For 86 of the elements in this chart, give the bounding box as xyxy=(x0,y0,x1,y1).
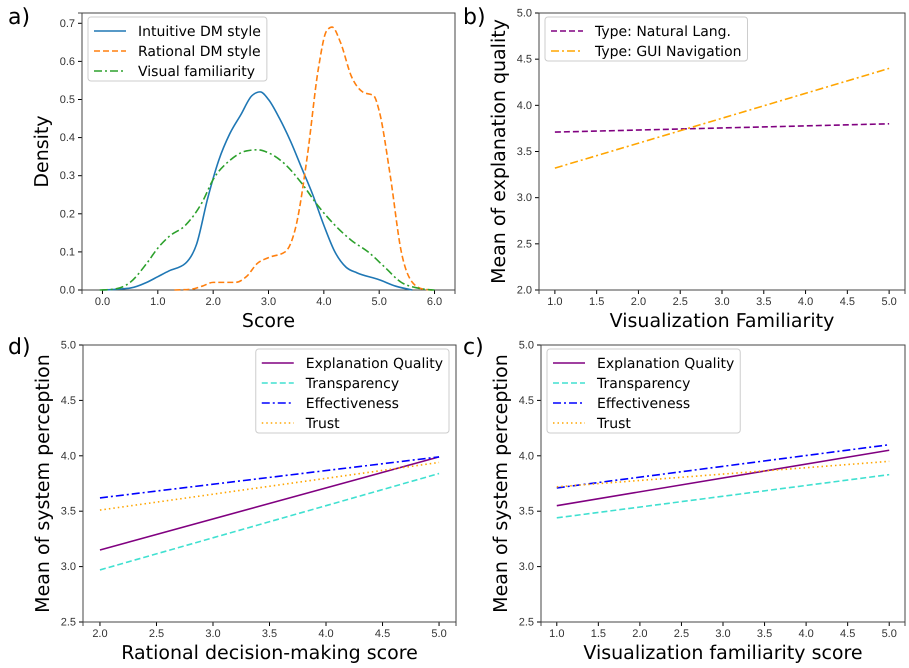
x-tick-label: 5.0 xyxy=(881,296,897,308)
x-tick-label: 2.5 xyxy=(148,628,164,640)
y-tick-label: 0.7 xyxy=(60,18,75,30)
chart-title: d) xyxy=(8,335,31,360)
y-tick-label: 4.5 xyxy=(60,394,76,407)
legend-label: Transparency xyxy=(596,376,690,392)
y-axis-title: Mean of system perception xyxy=(32,354,54,613)
y-tick-label: 2.5 xyxy=(60,616,76,629)
x-axis-title: Rational decision-making score xyxy=(121,642,418,664)
y-tick-label: 3.0 xyxy=(518,561,534,574)
y-tick-label: 3.0 xyxy=(60,561,76,574)
x-tick-label: 5.0 xyxy=(372,296,387,308)
y-tick-label: 2.5 xyxy=(518,616,534,629)
x-axis-title: Score xyxy=(242,310,296,332)
y-tick-label: 5.0 xyxy=(518,340,534,352)
x-tick-label: 0.0 xyxy=(94,296,110,308)
x-tick-label: 5.0 xyxy=(431,628,447,640)
x-tick-label: 1.5 xyxy=(590,628,606,640)
legend-label: Trust xyxy=(304,416,340,432)
legend-label: Effectiveness xyxy=(597,396,690,412)
y-tick-label: 2.0 xyxy=(516,284,532,297)
x-tick-label: 3.5 xyxy=(756,296,772,308)
chart-title: b) xyxy=(463,5,486,30)
x-tick-label: 2.5 xyxy=(674,628,690,640)
legend-label: Explanation Quality xyxy=(597,356,734,372)
x-tick-label: 6.0 xyxy=(426,296,442,308)
chart-title: c) xyxy=(463,335,484,360)
legend-label: Visual familiarity xyxy=(138,64,256,80)
y-tick-label: 4.5 xyxy=(516,54,532,66)
x-tick-label: 4.0 xyxy=(316,296,332,308)
y-tick-label: 3.5 xyxy=(60,506,76,518)
legend-label: Effectiveness xyxy=(306,396,399,412)
y-tick-label: 3.0 xyxy=(516,192,532,204)
x-tick-label: 4.5 xyxy=(840,296,855,308)
line-series xyxy=(102,91,414,291)
x-tick-label: 2.5 xyxy=(672,296,688,308)
x-tick-label: 2.0 xyxy=(206,296,221,308)
legend-label: Trust xyxy=(596,416,632,432)
legend-label: Explanation Quality xyxy=(306,356,443,372)
y-tick-label: 2.5 xyxy=(516,238,532,250)
legend-label: Transparency xyxy=(304,376,400,392)
x-tick-label: 4.5 xyxy=(374,628,390,640)
y-tick-label: 0.1 xyxy=(60,246,75,258)
x-tick-label: 4.0 xyxy=(798,296,814,308)
x-tick-label: 4.0 xyxy=(318,628,334,640)
y-tick-label: 0.0 xyxy=(60,284,75,297)
x-tick-label: 3.0 xyxy=(714,296,730,308)
x-tick-label: 1.0 xyxy=(547,296,563,308)
y-tick-label: 4.0 xyxy=(516,100,532,112)
x-axis-title: Visualization familiarity score xyxy=(583,642,863,664)
y-axis-title: Mean of explanation quality xyxy=(488,19,510,284)
legend-label: Rational DM style xyxy=(138,44,261,60)
y-tick-label: 5.0 xyxy=(60,340,76,352)
x-tick-label: 1.5 xyxy=(589,296,604,308)
x-tick-label: 3.0 xyxy=(205,628,221,640)
legend-label: Type: GUI Navigation xyxy=(594,44,742,60)
y-tick-label: 0.5 xyxy=(60,94,75,106)
x-tick-label: 2.0 xyxy=(92,628,108,640)
x-tick-label: 1.0 xyxy=(150,296,166,308)
legend-label: Intuitive DM style xyxy=(138,24,261,40)
x-tick-label: 4.5 xyxy=(840,628,856,640)
chart-title: a) xyxy=(8,5,30,30)
x-tick-label: 4.0 xyxy=(798,628,814,640)
y-tick-label: 0.4 xyxy=(60,132,75,144)
y-tick-label: 0.6 xyxy=(60,56,75,68)
y-tick-label: 3.5 xyxy=(516,146,532,158)
y-tick-label: 4.5 xyxy=(518,394,534,407)
y-axis-title: Mean of system perception xyxy=(490,354,512,613)
x-tick-label: 3.0 xyxy=(715,628,731,640)
x-tick-label: 2.0 xyxy=(632,628,648,640)
x-axis-title: Visualization Familiarity xyxy=(610,310,834,332)
x-tick-label: 3.0 xyxy=(260,296,276,308)
y-tick-label: 4.0 xyxy=(60,450,76,462)
line-series xyxy=(98,148,436,291)
y-tick-label: 4.0 xyxy=(518,450,534,462)
legend-label: Type: Natural Lang. xyxy=(594,24,732,40)
x-tick-label: 3.5 xyxy=(756,628,772,640)
y-tick-label: 0.2 xyxy=(60,208,75,220)
y-tick-label: 0.3 xyxy=(60,170,75,182)
y-tick-label: 3.5 xyxy=(518,506,534,518)
y-axis-title: Density xyxy=(31,115,53,188)
x-tick-label: 5.0 xyxy=(882,628,897,640)
x-tick-label: 3.5 xyxy=(262,628,278,640)
y-tick-label: 5.0 xyxy=(516,8,532,20)
x-tick-label: 1.0 xyxy=(549,628,564,640)
x-tick-label: 2.0 xyxy=(630,296,646,308)
